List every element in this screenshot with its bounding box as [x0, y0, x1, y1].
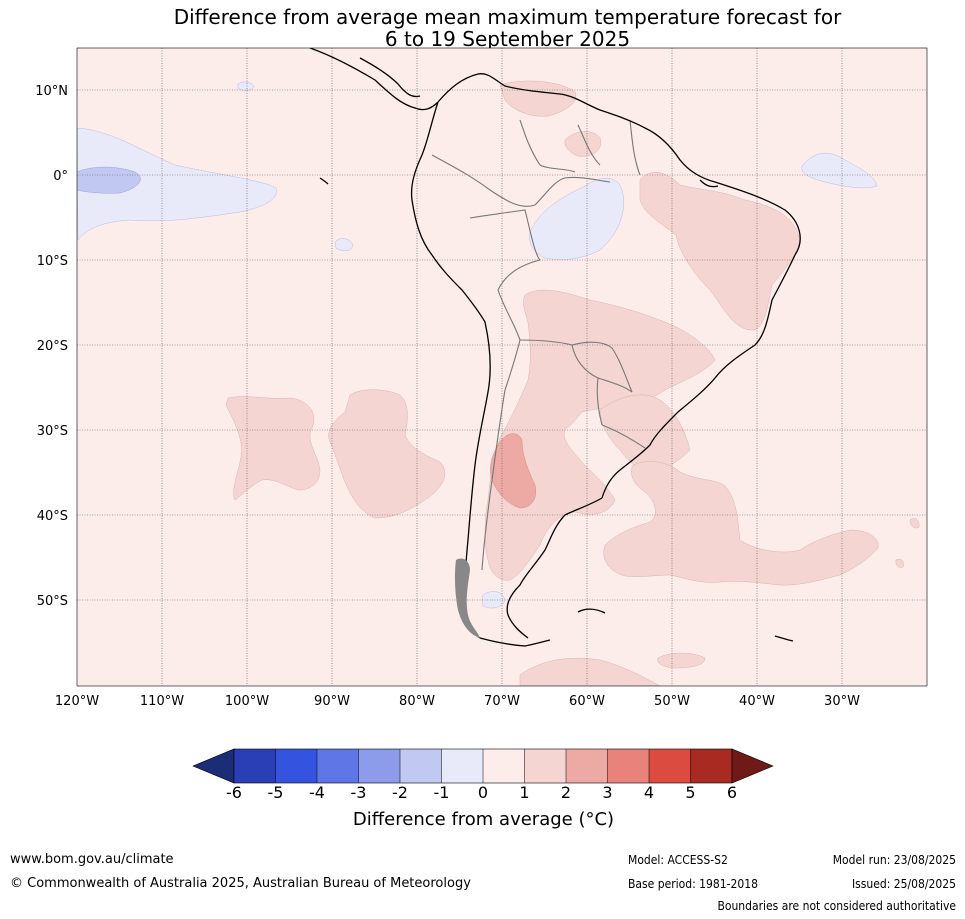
colorbar-tick-label: -6 — [226, 783, 242, 802]
anomaly-region-pacific-small-2 — [334, 238, 354, 251]
colorbar-cell — [483, 749, 525, 783]
colorbar: -6 -5 -4 -3 -2 -1 0 1 2 3 4 5 6 — [192, 748, 774, 802]
anomaly-region-central-south-america — [484, 289, 716, 581]
base-period-text: Base period: 1981-2018 — [628, 877, 759, 891]
colorbar-tick-label: 2 — [561, 783, 571, 802]
lat-label: 20°S — [37, 339, 68, 354]
issued-text: Issued: 25/08/2025 — [851, 877, 956, 891]
west-coast — [410, 101, 491, 639]
colorbar-ticks: -6 -5 -4 -3 -2 -1 0 1 2 3 4 5 6 — [226, 783, 737, 802]
map-title-line-2: 6 to 19 September 2025 — [384, 27, 631, 51]
east-coast — [601, 254, 796, 499]
anomaly-shading — [77, 80, 920, 686]
anomaly-region-south-atlantic-small — [909, 518, 920, 529]
anomaly-region-southwest-atlantic — [603, 461, 879, 586]
anomaly-region-uruguay-coast — [599, 394, 691, 476]
anomaly-region-southeast-pacific-east — [328, 389, 446, 519]
colorbar-tick-label: 0 — [478, 783, 488, 802]
lon-label: 30°W — [824, 694, 860, 709]
lat-label: 40°S — [37, 509, 68, 524]
longitude-labels: 120°W 110°W 100°W 90°W 80°W 70°W 60°W 50… — [55, 694, 860, 709]
colorbar-cell — [607, 749, 650, 783]
colorbar-cell — [400, 749, 442, 783]
lat-label: 30°S — [37, 424, 68, 439]
anomaly-region-east-pacific — [77, 127, 277, 241]
anomaly-region-south-atlantic-far — [657, 652, 706, 669]
northern-coast — [437, 73, 801, 256]
colorbar-label: Difference from average (°C) — [352, 809, 615, 830]
lat-label: 0° — [53, 169, 68, 184]
amazon-delta — [699, 179, 719, 188]
lon-label: 40°W — [739, 694, 775, 709]
colorbar-cell — [649, 749, 691, 783]
anomaly-region-east-pacific-core — [77, 166, 141, 194]
colorbar-cell — [441, 749, 484, 783]
lat-label: 10°N — [35, 84, 68, 99]
colorbar-tick-label: -4 — [309, 783, 325, 802]
tierra-del-fuego — [479, 637, 551, 647]
colorbar-under-triangle — [192, 748, 235, 784]
lon-label: 100°W — [225, 694, 269, 709]
colorbar-cell — [358, 749, 401, 783]
country-borders — [431, 119, 646, 571]
anomaly-region-south-atlantic-small-2 — [895, 558, 904, 568]
colorbar-cell — [234, 749, 276, 783]
lon-label: 90°W — [314, 694, 350, 709]
latitude-labels: 10°N 0° 10°S 20°S 30°S 40°S 50°S — [35, 84, 68, 609]
lon-label: 110°W — [140, 694, 184, 709]
anomaly-region-drake-passage — [519, 657, 661, 686]
anomaly-region-southeast-pacific-west — [225, 396, 321, 501]
map-frame — [76, 47, 928, 687]
argentina-coast — [506, 497, 603, 639]
falkland-islands — [577, 608, 606, 614]
coastlines — [309, 48, 801, 647]
colorbar-tick-label: -5 — [268, 783, 284, 802]
disclaimer-text: Boundaries are not considered authoritat… — [717, 899, 956, 913]
anomaly-region-amazon — [529, 178, 624, 260]
colorbar-cell — [690, 749, 733, 783]
lat-label: 10°S — [37, 254, 68, 269]
colorbar-over-triangle — [731, 748, 774, 784]
colorbar-tick-label: 3 — [602, 783, 612, 802]
anomaly-region-guyana — [564, 131, 602, 157]
anomaly-region-equatorial-atlantic — [801, 153, 878, 189]
lon-label: 120°W — [55, 694, 99, 709]
model-text: Model: ACCESS-S2 — [628, 853, 728, 867]
colorbar-tick-label: 1 — [519, 783, 529, 802]
chile-fjords — [454, 558, 480, 638]
colorbar-tick-label: -3 — [351, 783, 367, 802]
galapagos — [319, 177, 329, 185]
lon-label: 50°W — [654, 694, 690, 709]
colorbar-cell — [275, 749, 318, 783]
colorbar-tick-label: 5 — [685, 783, 695, 802]
model-run-text: Model run: 23/08/2025 — [832, 853, 956, 867]
central-america-coast — [309, 48, 439, 111]
map-title-line-1: Difference from average mean maximum tem… — [173, 5, 842, 29]
colorbar-tick-label: 4 — [644, 783, 654, 802]
colorbar-tick-label: 6 — [727, 783, 737, 802]
colorbar-cell — [566, 749, 608, 783]
anomaly-region-pacific-small — [237, 81, 255, 91]
anomaly-region-venezuela — [499, 80, 577, 117]
copyright-text: © Commonwealth of Australia 2025, Austra… — [10, 876, 471, 891]
colorbar-tick-label: -2 — [392, 783, 408, 802]
caribbean-coast — [359, 57, 421, 98]
lat-label: 50°S — [37, 594, 68, 609]
colorbar-cell — [317, 749, 359, 783]
graticule — [77, 48, 927, 686]
south-georgia — [774, 635, 794, 642]
lon-label: 80°W — [399, 694, 435, 709]
anomaly-region-northeast-brazil — [639, 172, 801, 331]
website-link[interactable]: www.bom.gov.au/climate — [10, 852, 174, 867]
colorbar-cells — [233, 748, 733, 784]
lon-label: 70°W — [484, 694, 520, 709]
colorbar-cell — [524, 749, 567, 783]
lon-label: 60°W — [569, 694, 605, 709]
colorbar-tick-label: -1 — [434, 783, 450, 802]
anomaly-region-central-argentina — [490, 433, 536, 509]
